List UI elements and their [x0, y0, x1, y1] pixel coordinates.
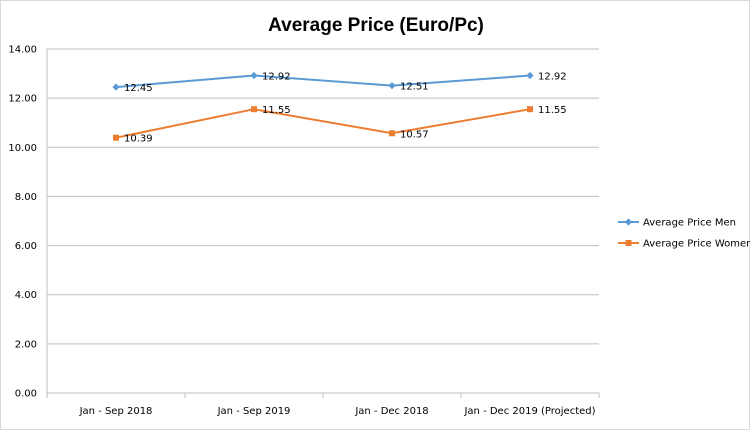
point-marker [388, 82, 396, 90]
legend-label: Average Price Women [643, 239, 750, 250]
series-group: 12.45 12.92 12.51 12.92 10.39 11.55 10.57 11.55 [112, 71, 567, 145]
legend-item: Average Price Women [618, 239, 750, 250]
y-axis: 0.00 2.00 4.00 6.00 8.00 10.00 12.00 14.00 [8, 45, 48, 400]
x-tick-label: Jan - Sep 2018 [79, 406, 153, 417]
point-marker [113, 134, 119, 141]
data-label: 12.45 [124, 83, 153, 94]
x-tick-label: Jan - Dec 2018 [354, 406, 428, 417]
series-0: 12.45 12.92 12.51 12.92 [112, 71, 567, 94]
data-label: 10.39 [124, 134, 153, 145]
y-tick-label: 8.00 [15, 192, 37, 203]
series-line [115, 74, 531, 89]
series-1: 10.39 11.55 10.57 11.55 [113, 105, 567, 145]
y-tick-label: 2.00 [15, 339, 37, 350]
point-marker [527, 106, 533, 113]
y-tick-label: 4.00 [15, 290, 37, 301]
y-tick-label: 14.00 [8, 45, 37, 56]
data-label: 12.92 [538, 72, 567, 83]
x-axis: Jan - Sep 2018 Jan - Sep 2019 Jan - Dec 20… [46, 392, 600, 417]
point-marker [250, 71, 258, 80]
legend-label: Average Price Men [643, 218, 736, 229]
point-marker [251, 106, 257, 113]
x-tick-label: Jan - Sep 2019 [217, 406, 291, 417]
data-label: 11.55 [262, 105, 291, 116]
y-tick-label: 12.00 [8, 94, 37, 105]
y-tick-label: 6.00 [15, 241, 37, 252]
point-marker [625, 240, 632, 246]
y-tick-label: 0.00 [15, 389, 37, 400]
x-tick-label: Jan - Dec 2019 (Projected) [463, 406, 595, 417]
data-label: 11.55 [538, 105, 567, 116]
point-marker [526, 71, 534, 80]
gridlines [47, 48, 599, 394]
chart-title: Average Price (Euro/Pc) [268, 15, 484, 36]
point-marker [624, 218, 633, 226]
y-tick-label: 10.00 [8, 143, 37, 154]
data-label: 10.57 [400, 129, 429, 140]
legend-item: Average Price Men [618, 218, 736, 229]
point-marker [112, 83, 120, 91]
data-label: 12.51 [400, 82, 429, 93]
series-line [115, 108, 531, 139]
legend: Average Price Men Average Price Women [618, 218, 750, 250]
data-label: 12.92 [262, 72, 291, 83]
point-marker [389, 130, 395, 137]
